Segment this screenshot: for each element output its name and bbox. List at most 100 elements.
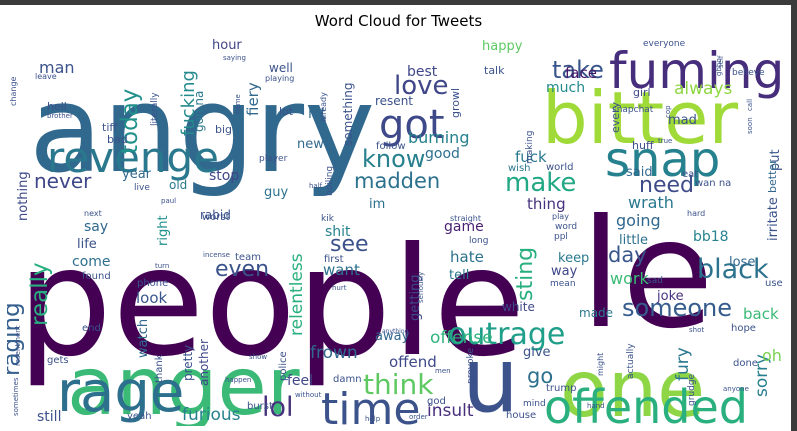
word-life: life [77, 237, 97, 252]
word-change: change [9, 76, 18, 106]
word-said: said [626, 165, 653, 180]
word-provoke: provoke [466, 348, 476, 384]
word-old: old [169, 178, 187, 192]
word-might: might [596, 353, 605, 376]
word-go: go [527, 364, 553, 388]
word-yeah: yeah [127, 411, 152, 422]
word-raging: raging [7, 302, 25, 376]
word-still: still [37, 409, 61, 425]
word-want: want [323, 261, 360, 279]
word-people: people [17, 216, 525, 390]
word-irritate: irritate [766, 197, 781, 241]
word-best: best [407, 64, 438, 80]
word-le: le [580, 188, 714, 362]
word-order: order [409, 413, 428, 421]
word-back: back [743, 305, 779, 323]
word-men: men [435, 367, 451, 375]
word-anything: anything [382, 328, 409, 335]
word-first: first [324, 254, 344, 265]
word-huff: huff [632, 139, 654, 152]
word-come: come [72, 254, 111, 270]
word-already: already [319, 92, 328, 122]
word-frown: frown [310, 343, 358, 363]
word-sometimes: sometimes [12, 377, 20, 416]
word-pretty: pretty [181, 345, 195, 381]
word-work: work [610, 269, 649, 288]
word-gets: gets [47, 355, 69, 366]
word-true: true [658, 137, 672, 145]
word-one: one [560, 345, 705, 426]
word-believe: believe [732, 68, 765, 78]
word-hour: hour [212, 38, 242, 53]
word-day: day [608, 243, 647, 267]
word-damn: damn [333, 374, 362, 385]
word-worst: worst [202, 212, 230, 223]
word-actually: actually [626, 343, 636, 379]
top-border [0, 0, 797, 5]
word-wrath: wrath [628, 193, 674, 212]
word-shot: shot [689, 326, 704, 334]
word-call: call [746, 99, 754, 111]
word-insult: insult [427, 401, 474, 421]
word-hell: hell [47, 100, 67, 113]
word-even: even [215, 257, 269, 282]
word-boiling: boiling [325, 166, 335, 196]
word-anyone: anyone [723, 385, 749, 393]
word-right: right [156, 215, 171, 246]
word-cop: cop [664, 105, 672, 118]
word-keep: keep [558, 251, 589, 266]
word-end: end [82, 323, 101, 334]
word-girl: girl [633, 86, 651, 99]
word-thing: thing [527, 195, 566, 213]
word-year: year [122, 167, 152, 182]
word-resentment: resentment [14, 325, 22, 366]
word-new: new [297, 137, 324, 152]
word-use: use [765, 278, 783, 289]
word-game: game [444, 219, 484, 235]
chart-title: Word Cloud for Tweets [314, 12, 483, 30]
word-next: next [84, 209, 102, 218]
word-mad: mad [668, 113, 697, 128]
word-found: found [82, 271, 111, 282]
word-making: making [525, 131, 535, 164]
word-burning: burning [408, 128, 469, 147]
word-every: every [609, 101, 622, 133]
word-saying: saying [223, 54, 246, 62]
word-white: white [502, 300, 535, 314]
word-see: see [330, 232, 369, 257]
word-gon-na: gon na [192, 91, 206, 132]
word-gbbo: gbbo [715, 58, 723, 76]
word-oh: oh [762, 346, 782, 365]
word-self: self [717, 55, 725, 68]
word-really: really [27, 262, 53, 326]
word-leave: leave [35, 72, 57, 81]
word-good: good [425, 146, 460, 162]
word-lose: lose [729, 255, 755, 270]
word-away: away [375, 329, 410, 344]
word-offended: offended [544, 380, 748, 426]
word-little: little [619, 233, 648, 248]
word-relentless: relentless [287, 253, 307, 336]
word-happy: happy [482, 39, 523, 54]
word-love: love [394, 71, 449, 101]
word-give: give [523, 345, 551, 360]
word-god: god [427, 396, 446, 407]
word-big: big [215, 123, 232, 136]
word-take: take [552, 56, 604, 84]
word-mind: mind [523, 399, 546, 409]
word-play: play [552, 212, 569, 221]
word-growl: growl [449, 88, 462, 118]
word-always: always [674, 79, 733, 99]
word-trump: trump [546, 383, 576, 394]
word-fuming: fuming [609, 42, 784, 100]
word-got: got [379, 102, 445, 148]
word-time: time [321, 384, 420, 426]
word-everyone: everyone [643, 39, 686, 49]
word-think: think [363, 368, 434, 401]
word-know: know [362, 145, 425, 173]
word-brother: brother [47, 112, 73, 120]
word-literally: literally [150, 92, 160, 126]
word-outrage: outrage [448, 317, 565, 352]
word-much: much [546, 80, 585, 96]
word-burst: burst [247, 401, 273, 412]
